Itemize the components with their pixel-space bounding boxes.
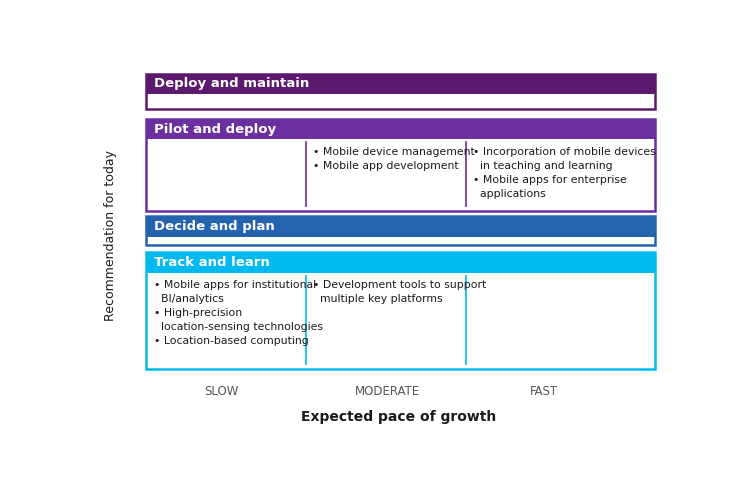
Text: Track and learn: Track and learn	[154, 256, 269, 269]
Text: Recommendation for today: Recommendation for today	[104, 150, 116, 321]
Text: Decide and plan: Decide and plan	[154, 220, 274, 233]
Text: SLOW: SLOW	[205, 385, 238, 398]
Text: Pilot and deploy: Pilot and deploy	[154, 122, 276, 136]
Text: FAST: FAST	[530, 385, 558, 398]
Text: Expected pace of growth: Expected pace of growth	[302, 410, 496, 425]
Text: Deploy and maintain: Deploy and maintain	[154, 78, 309, 90]
Bar	[146, 119, 655, 211]
Text: • Development tools to support
  multiple key platforms: • Development tools to support multiple …	[314, 280, 487, 304]
Bar	[146, 216, 655, 237]
Bar	[146, 119, 655, 140]
Bar	[146, 74, 655, 109]
Bar	[146, 216, 655, 244]
Text: • Mobile device management
• Mobile app development: • Mobile device management • Mobile app …	[314, 147, 476, 171]
Bar	[146, 252, 655, 273]
Bar	[146, 74, 655, 94]
Text: • Mobile apps for institutional
  BI/analytics
• High-precision
  location-sensi: • Mobile apps for institutional BI/analy…	[154, 280, 322, 346]
Bar	[146, 252, 655, 368]
Text: • Incorporation of mobile devices
  in teaching and learning
• Mobile apps for e: • Incorporation of mobile devices in tea…	[473, 147, 656, 199]
Text: MODERATE: MODERATE	[355, 385, 420, 398]
